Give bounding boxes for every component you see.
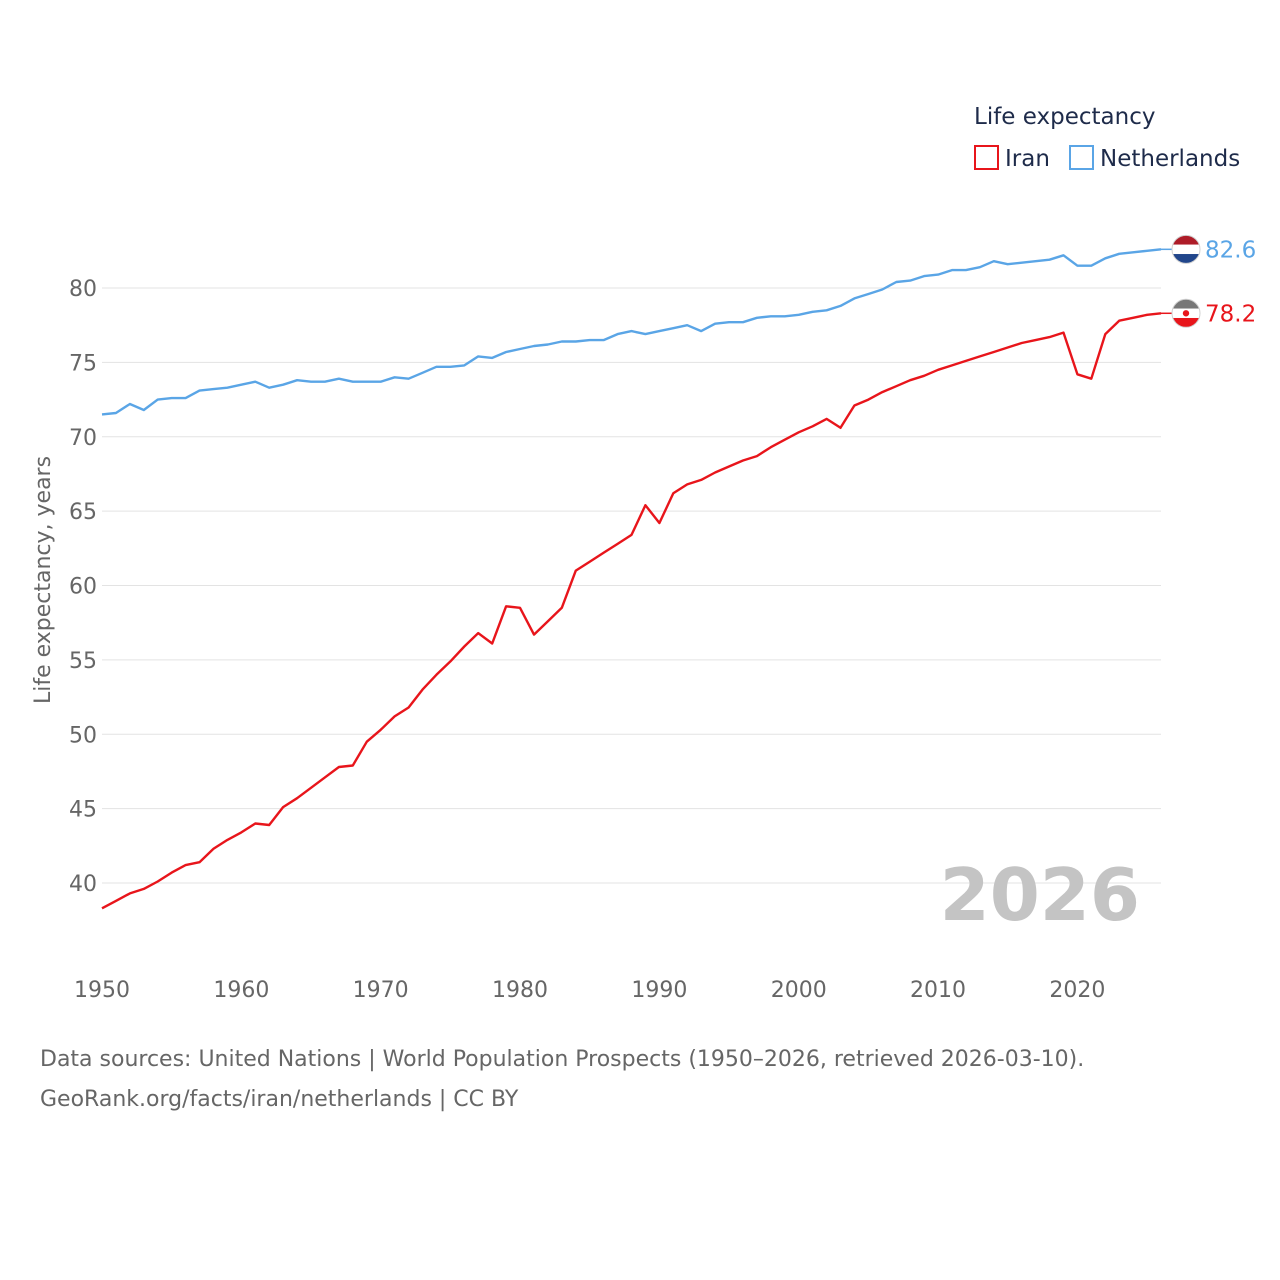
series-line-iran[interactable]: [101, 312, 1162, 910]
end-label-iran: 78.2: [1205, 301, 1256, 327]
x-tick-label: 2000: [771, 978, 827, 1003]
y-axis-ticks: 40 45 50 55 60 65 70 75 80: [69, 277, 97, 897]
legend: Life expectancy Iran Netherlands: [974, 104, 1240, 172]
x-tick-label: 1970: [353, 978, 409, 1003]
y-tick-label: 70: [69, 426, 97, 451]
x-axis-ticks: 1950 1960 1970 1980 1990 2000 2010 2020: [74, 978, 1105, 1003]
year-watermark: 2026: [940, 853, 1140, 937]
x-tick-label: 2020: [1049, 978, 1105, 1003]
x-tick-label: 1950: [74, 978, 130, 1003]
series-line-netherlands[interactable]: [101, 248, 1162, 416]
x-tick-label: 2010: [910, 978, 966, 1003]
y-tick-label: 80: [69, 277, 97, 302]
netherlands-flag-icon: [1171, 234, 1201, 264]
end-label-netherlands: 82.6: [1205, 237, 1256, 263]
y-tick-label: 50: [69, 723, 97, 748]
y-tick-label: 60: [69, 575, 97, 600]
legend-label-iran[interactable]: Iran: [1005, 146, 1050, 172]
legend-label-netherlands[interactable]: Netherlands: [1100, 146, 1240, 172]
series-lines: [101, 248, 1172, 910]
y-tick-label: 45: [69, 798, 97, 823]
gridlines: [102, 287, 1161, 884]
y-tick-label: 40: [69, 872, 97, 897]
attribution-text: GeoRank.org/facts/iran/netherlands | CC …: [40, 1087, 519, 1112]
legend-swatch-iran[interactable]: [974, 145, 999, 170]
iran-flag-icon: [1171, 298, 1201, 328]
y-tick-label: 55: [69, 649, 97, 674]
line-chart: Life expectancy Iran Netherlands 40 45 50 5…: [31, 104, 1256, 1003]
y-axis-label: Life expectancy, years: [31, 456, 56, 704]
y-tick-label: 65: [69, 500, 97, 525]
footer: Data sources: United Nations | World Pop…: [40, 1040, 1084, 1120]
y-tick-label: 75: [69, 351, 97, 376]
x-tick-label: 1960: [213, 978, 269, 1003]
data-sources-text: Data sources: United Nations | World Pop…: [40, 1047, 1085, 1072]
legend-swatch-netherlands[interactable]: [1069, 145, 1094, 170]
x-tick-label: 1980: [492, 978, 548, 1003]
x-tick-label: 1990: [631, 978, 687, 1003]
legend-title: Life expectancy: [974, 104, 1155, 130]
